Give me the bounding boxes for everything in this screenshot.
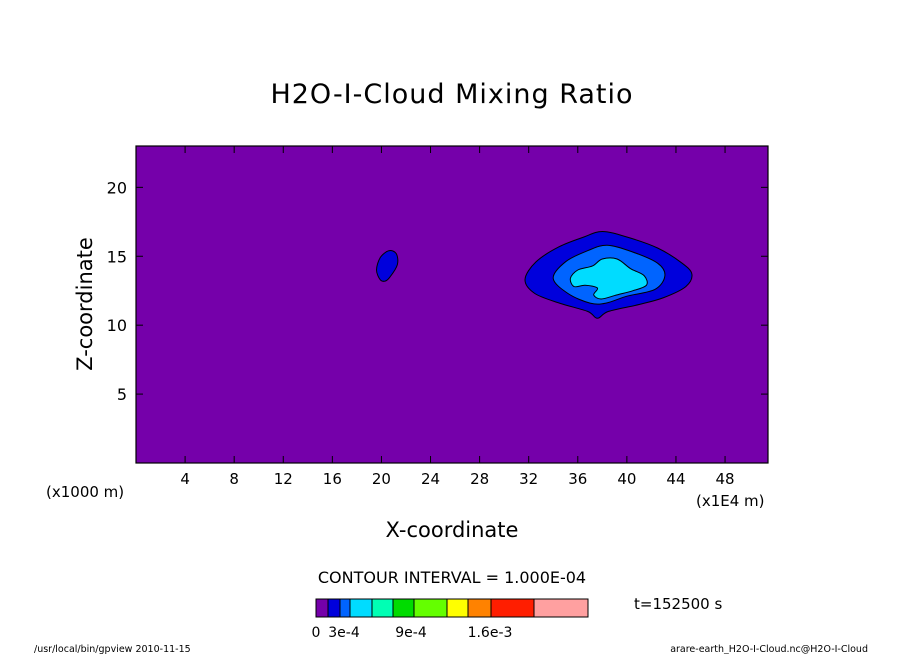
footer-file-label: arare-earth_H2O-I-Cloud.nc@H2O-I-Cloud xyxy=(670,644,868,654)
footer-annotation: /usr/local/bin/gpview 2010-11-15 xyxy=(34,644,191,654)
x-unit-right: (x1E4 m) xyxy=(696,492,765,510)
y-axis-label: Z-coordinate xyxy=(73,237,97,371)
plot-frame xyxy=(135,145,769,464)
colorbar-swatch xyxy=(490,598,535,618)
x-tick-label: 40 xyxy=(617,470,636,488)
y-tick-label: 15 xyxy=(107,247,127,266)
chart-title: H2O-I-Cloud Mixing Ratio xyxy=(270,79,633,110)
x-tick-label: 36 xyxy=(568,470,587,488)
x-tick-label: 32 xyxy=(519,470,538,488)
x-tick-label: 20 xyxy=(372,470,391,488)
colorbar-swatch xyxy=(392,598,415,618)
x-tick-label: 16 xyxy=(323,470,342,488)
x-tick-label: 24 xyxy=(421,470,440,488)
colorbar-swatch xyxy=(533,598,589,618)
x-axis-label: X-coordinate xyxy=(386,518,519,542)
y-tick-label: 5 xyxy=(117,385,127,404)
colorbar-label: 9e-4 xyxy=(395,625,427,641)
plot-area xyxy=(135,145,769,464)
colorbar-swatch xyxy=(315,598,329,618)
x-unit-left: (x1000 m) xyxy=(46,483,124,501)
colorbar-swatch xyxy=(446,598,469,618)
colorbar-swatch xyxy=(327,598,341,618)
colorbar-label: 1.6e-3 xyxy=(468,625,513,641)
y-axis-ticks: 5 10 15 20 xyxy=(107,178,768,404)
x-tick-label: 48 xyxy=(716,470,735,488)
y-tick-label: 10 xyxy=(107,316,127,335)
contour-blob-small xyxy=(375,250,399,282)
x-tick-label: 8 xyxy=(229,470,239,488)
x-axis-ticks: 4 8 12 16 20 24 28 32 36 40 44 48 xyxy=(180,146,735,488)
x-tick-label: 12 xyxy=(274,470,293,488)
time-label: t=152500 s xyxy=(634,595,722,613)
contour-cloud-inner xyxy=(569,257,648,300)
colorbar-label: 3e-4 xyxy=(328,625,360,641)
colorbar-swatch xyxy=(371,598,394,618)
colorbar xyxy=(315,598,589,618)
colorbar-labels: 0 3e-4 9e-4 1.6e-3 xyxy=(312,625,513,641)
colorbar-swatch xyxy=(467,598,492,618)
colorbar-swatch xyxy=(349,598,373,618)
plot-background xyxy=(136,146,768,463)
colorbar-label: 0 xyxy=(312,625,321,641)
x-tick-label: 4 xyxy=(180,470,190,488)
x-tick-label: 28 xyxy=(470,470,489,488)
colorbar-swatch xyxy=(339,598,351,618)
colorbar-swatch xyxy=(413,598,448,618)
y-tick-label: 20 xyxy=(107,178,127,197)
x-tick-label: 44 xyxy=(666,470,685,488)
contour-interval-label: CONTOUR INTERVAL = 1.000E-04 xyxy=(318,568,586,587)
